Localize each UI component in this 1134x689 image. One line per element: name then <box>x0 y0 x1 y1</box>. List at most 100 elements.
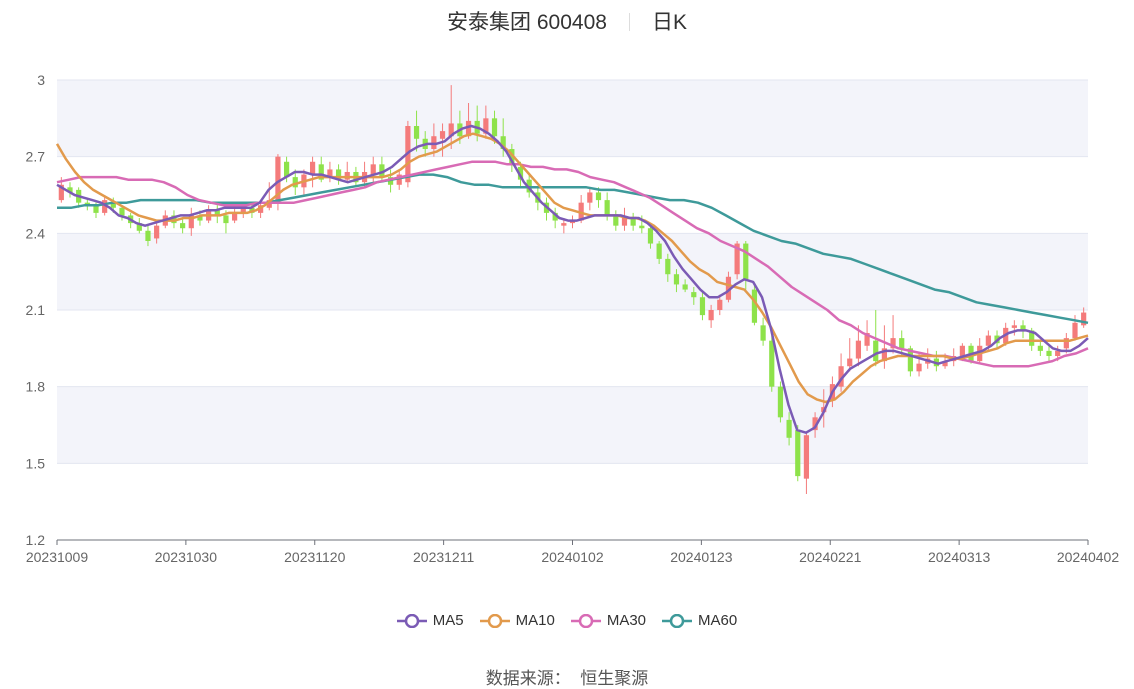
candle-up <box>812 417 818 431</box>
candle-down <box>145 230 151 241</box>
legend-item-ma5[interactable]: MA5 <box>396 612 464 629</box>
y-tick-label: 1.5 <box>26 455 46 471</box>
data-source: 数据来源： 恒生聚源 <box>0 664 1134 689</box>
candle-down <box>907 348 913 372</box>
candle-down <box>899 338 905 349</box>
candle-down <box>110 202 116 208</box>
grid-band <box>57 233 1088 310</box>
candle-down <box>613 215 619 226</box>
candle-up <box>344 172 350 180</box>
candle-up <box>58 184 64 201</box>
candle-up <box>959 345 965 356</box>
legend-line-icon <box>662 613 693 628</box>
chart-legend: MA5 MA10 MA30 MA60 <box>0 612 1134 632</box>
candle-up <box>881 348 887 362</box>
candle-down <box>691 292 697 298</box>
source-provider: 恒生聚源 <box>580 669 649 688</box>
candle-down <box>604 200 610 216</box>
candle-up <box>396 174 402 185</box>
x-tick-label: 20240123 <box>670 549 733 565</box>
legend-line-icon <box>396 613 427 628</box>
period-label: 日K <box>651 11 687 34</box>
y-tick-label: 1.8 <box>26 379 46 395</box>
candle-up <box>725 276 732 300</box>
candle-down <box>630 218 636 226</box>
candle-up <box>847 358 853 367</box>
candle-down <box>751 289 758 323</box>
candle-up <box>734 243 740 275</box>
candle-down <box>119 207 125 216</box>
legend-item-ma30[interactable]: MA30 <box>570 612 647 629</box>
candle-up <box>240 207 246 213</box>
candle-up <box>102 200 108 213</box>
candle-down <box>93 205 99 213</box>
candle-down <box>647 228 654 244</box>
candle-up <box>838 366 844 387</box>
candle-down <box>283 161 290 178</box>
candle-up <box>154 225 160 239</box>
x-tick-label: 20231120 <box>284 549 345 565</box>
x-tick-label: 20240102 <box>541 549 604 565</box>
candle-up <box>621 218 628 226</box>
candlestick-chart: 1.2 1.5 1.8 2.1 2.4 2.7 3 20231009 20231030 20231… <box>26 72 1120 565</box>
candle-up <box>275 156 281 203</box>
x-tick-label: 20240402 <box>1057 549 1120 565</box>
candle-up <box>327 169 333 178</box>
candle-up <box>717 299 723 310</box>
candle-down <box>1037 345 1043 351</box>
candle-down <box>379 164 385 178</box>
candle-up <box>916 363 922 372</box>
candle-down <box>197 215 203 221</box>
x-tick-label: 20240313 <box>928 549 991 565</box>
y-tick-label: 1.2 <box>26 532 46 548</box>
candle-up <box>587 192 593 203</box>
candle-down <box>292 177 298 188</box>
grid-band <box>57 386 1088 464</box>
stock-name: 安泰集团 600408 <box>447 11 607 34</box>
candle-down <box>1020 325 1026 331</box>
candle-down <box>136 223 142 231</box>
title-separator <box>628 13 630 31</box>
candle-down <box>171 215 177 224</box>
source-label: 数据来源： <box>485 669 571 688</box>
candle-down <box>673 274 680 285</box>
candle-up <box>439 131 446 139</box>
candle-up <box>864 333 870 346</box>
candle-down <box>1029 330 1035 346</box>
candle-down <box>656 243 662 259</box>
legend-item-ma10[interactable]: MA10 <box>479 612 555 629</box>
candle-up <box>188 215 194 229</box>
y-tick-label: 2.4 <box>26 225 46 241</box>
legend-line-icon <box>570 613 601 628</box>
candle-down <box>335 169 342 180</box>
candle-up <box>561 223 567 226</box>
candle-down <box>769 340 775 387</box>
candle-up <box>1072 322 1078 339</box>
candle-down <box>1046 350 1052 356</box>
candle-up <box>855 340 862 359</box>
candle-down <box>777 386 784 418</box>
candle-down <box>318 164 324 180</box>
candle-down <box>873 340 879 362</box>
candle-up <box>803 435 810 479</box>
candle-down <box>509 149 515 165</box>
grid-band <box>57 80 1088 157</box>
legend-label: MA60 <box>698 612 738 629</box>
legend-item-ma60[interactable]: MA60 <box>662 612 737 629</box>
candle-down <box>699 297 706 316</box>
candle-up <box>232 212 238 221</box>
candle-down <box>760 325 766 341</box>
candle-up <box>985 335 991 346</box>
candle-up <box>448 123 454 137</box>
candle-down <box>552 212 558 221</box>
x-tick-label: 20231009 <box>26 549 89 565</box>
candle-down <box>500 136 506 149</box>
candle-down <box>491 118 498 137</box>
legend-label: MA5 <box>432 612 464 629</box>
candle-up <box>1011 325 1017 328</box>
x-tick-label: 20231030 <box>155 549 218 565</box>
candle-down <box>595 192 602 201</box>
legend-label: MA30 <box>606 612 647 629</box>
y-tick-label: 3 <box>37 72 45 88</box>
y-tick-label: 2.1 <box>26 302 46 318</box>
